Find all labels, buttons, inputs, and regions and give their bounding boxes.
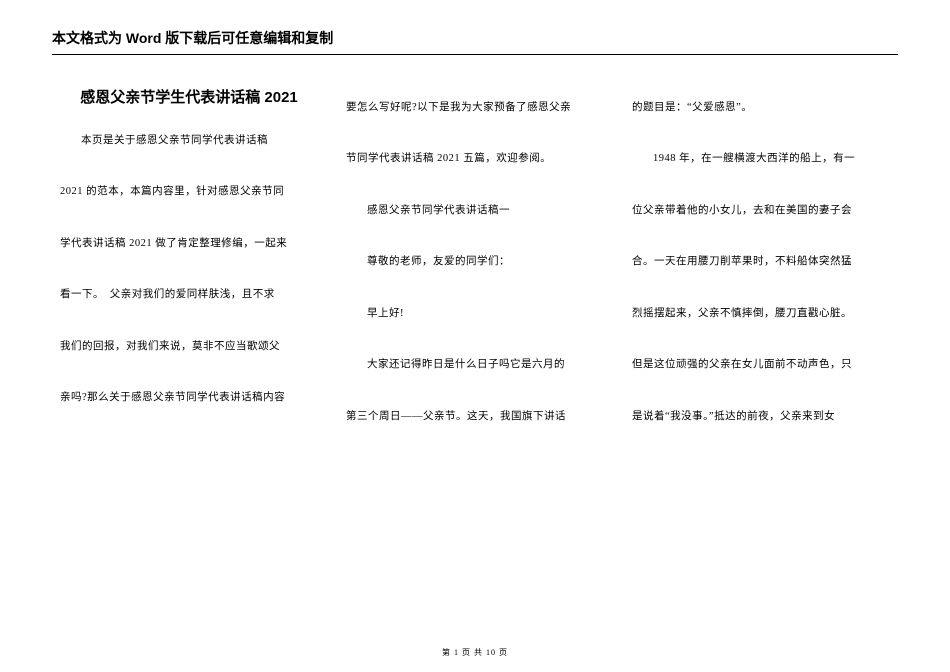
paragraph-text: 的题目是：“父爱感恩”。 [632, 82, 890, 133]
paragraph-text: 2021 的范本，本篇内容里，针对感恩父亲节同 [60, 166, 318, 217]
paragraph-text: 亲吗?那么关于感恩父亲节同学代表讲话稿内容 [60, 372, 318, 423]
header-notice: 本文格式为 Word 版下载后可任意编辑和复制 [52, 28, 898, 54]
paragraph-text: 节同学代表讲话稿 2021 五篇，欢迎参阅。 [346, 133, 604, 184]
paragraph-text: 1948 年，在一艘横渡大西洋的船上，有一 [632, 133, 890, 184]
paragraph-text: 感恩父亲节同学代表讲话稿一 [346, 185, 604, 236]
paragraph-text: 第三个周日——父亲节。这天，我国旗下讲话 [346, 391, 604, 442]
paragraph-text: 但是这位顽强的父亲在女儿面前不动声色，只 [632, 339, 890, 390]
column-3: 的题目是：“父爱感恩”。 1948 年，在一艘横渡大西洋的船上，有一 位父亲带着… [632, 82, 890, 622]
paragraph-text: 本页是关于感恩父亲节同学代表讲话稿 [60, 115, 318, 166]
paragraph-text: 大家还记得昨日是什么日子吗它是六月的 [346, 339, 604, 390]
paragraph-text: 烈摇摆起来，父亲不慎摔倒，腰刀直戳心脏。 [632, 288, 890, 339]
paragraph-text: 要怎么写好呢?以下是我为大家预备了感恩父亲 [346, 82, 604, 133]
document-body: 感恩父亲节学生代表讲话稿 2021 本页是关于感恩父亲节同学代表讲话稿 2021… [60, 82, 890, 622]
header-underline [52, 54, 898, 55]
paragraph-text: 位父亲带着他的小女儿，去和在美国的妻子会 [632, 185, 890, 236]
paragraph-text: 学代表讲话稿 2021 做了肯定整理修编，一起来 [60, 218, 318, 269]
paragraph-text: 是说着“我没事。”抵达的前夜，父亲来到女 [632, 391, 890, 442]
paragraph-text: 合。一天在用腰刀削苹果时，不料船体突然猛 [632, 236, 890, 287]
column-2: 要怎么写好呢?以下是我为大家预备了感恩父亲 节同学代表讲话稿 2021 五篇，欢… [346, 82, 604, 622]
paragraph-text: 看一下。 父亲对我们的爱同样肤浅，且不求 [60, 269, 318, 320]
column-1: 感恩父亲节学生代表讲话稿 2021 本页是关于感恩父亲节同学代表讲话稿 2021… [60, 82, 318, 622]
page-footer: 第 1 页 共 10 页 [0, 647, 950, 658]
page-number-label: 第 1 页 共 10 页 [442, 648, 508, 657]
paragraph-text: 我们的回报，对我们来说，莫非不应当歌颂父 [60, 321, 318, 372]
paragraph-text: 尊敬的老师，友爱的同学们： [346, 236, 604, 287]
document-title: 感恩父亲节学生代表讲话稿 2021 [60, 82, 318, 115]
paragraph-text: 早上好! [346, 288, 604, 339]
page-header: 本文格式为 Word 版下载后可任意编辑和复制 [52, 28, 898, 55]
